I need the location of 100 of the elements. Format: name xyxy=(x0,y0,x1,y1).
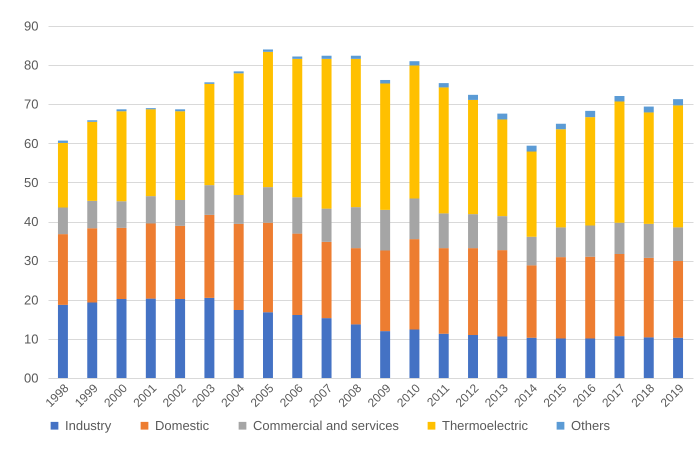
bar xyxy=(526,152,537,237)
bar xyxy=(468,100,478,214)
bar xyxy=(409,330,420,378)
bar xyxy=(556,129,566,228)
bar xyxy=(175,298,186,378)
bar xyxy=(526,236,537,266)
bar xyxy=(87,122,98,201)
bar xyxy=(409,198,420,240)
bar xyxy=(438,83,449,88)
bar xyxy=(146,298,156,378)
bar xyxy=(234,194,244,224)
bar xyxy=(614,254,624,336)
bar xyxy=(350,324,361,378)
bar xyxy=(58,304,68,378)
y-tick-label: 20 xyxy=(24,292,38,308)
legend-label: Domestic xyxy=(155,418,210,433)
bar xyxy=(614,222,624,254)
bar xyxy=(585,338,596,378)
bar xyxy=(497,250,508,337)
bar xyxy=(380,250,390,332)
bar xyxy=(556,257,566,338)
bar xyxy=(497,114,508,120)
bar xyxy=(497,216,508,250)
bar xyxy=(58,234,68,305)
bar xyxy=(644,337,654,378)
bar xyxy=(438,248,449,334)
bar xyxy=(234,73,244,195)
bar xyxy=(146,224,156,299)
bar xyxy=(409,61,420,66)
bar xyxy=(644,258,654,338)
bar xyxy=(585,256,596,338)
bar xyxy=(526,146,537,152)
bar xyxy=(468,248,478,335)
bar xyxy=(116,298,126,378)
bar xyxy=(322,318,332,378)
bar xyxy=(438,87,449,214)
bar xyxy=(234,224,244,310)
bar xyxy=(204,185,214,215)
y-tick-label: 80 xyxy=(24,58,38,73)
bar xyxy=(380,210,390,250)
bar xyxy=(438,334,449,378)
bar xyxy=(673,99,684,106)
bar xyxy=(350,248,361,324)
bar xyxy=(175,111,186,200)
legend-label: Others xyxy=(571,418,611,433)
bar xyxy=(673,338,684,378)
y-tick-label: 70 xyxy=(24,96,38,112)
bar xyxy=(468,334,478,378)
bar xyxy=(673,227,684,262)
bar xyxy=(438,213,449,248)
bar xyxy=(468,214,478,248)
bar xyxy=(322,242,332,318)
bar xyxy=(292,58,302,198)
bar xyxy=(322,58,332,209)
legend-label: Industry xyxy=(65,418,112,433)
bar xyxy=(614,101,624,223)
bar xyxy=(350,207,361,248)
bar xyxy=(204,298,214,378)
bar xyxy=(409,66,420,198)
bar xyxy=(263,52,273,188)
bar xyxy=(146,196,156,224)
bar xyxy=(380,80,390,84)
bar xyxy=(468,94,478,100)
bar xyxy=(263,187,273,223)
bar xyxy=(175,226,186,299)
bar xyxy=(585,110,596,118)
bar xyxy=(380,83,390,210)
bar xyxy=(292,197,302,234)
bar xyxy=(497,119,508,216)
bar xyxy=(146,109,156,196)
bar xyxy=(644,112,654,224)
bar xyxy=(58,142,68,208)
bar xyxy=(263,222,273,312)
bar xyxy=(614,336,624,378)
y-tick-label: 60 xyxy=(24,136,38,151)
y-tick-label: 90 xyxy=(24,18,38,34)
bar xyxy=(263,312,273,378)
bar xyxy=(497,336,508,378)
bar xyxy=(116,201,126,228)
bar xyxy=(585,225,596,257)
bar xyxy=(673,261,684,338)
bar xyxy=(204,214,214,298)
legend-label: Commercial and services xyxy=(253,418,400,433)
y-tick-label: 40 xyxy=(24,214,38,230)
bar xyxy=(175,200,186,226)
bar xyxy=(614,96,624,102)
bar xyxy=(322,56,332,59)
bar xyxy=(263,49,273,52)
bar xyxy=(116,111,126,202)
bar xyxy=(204,84,214,186)
y-tick-label: 30 xyxy=(24,253,38,268)
bar xyxy=(350,56,361,59)
bar xyxy=(292,315,302,378)
bar xyxy=(673,105,684,228)
bar xyxy=(292,234,302,316)
bar xyxy=(380,331,390,378)
y-tick-label: 00 xyxy=(24,370,38,386)
bar xyxy=(87,302,98,378)
bar xyxy=(350,58,361,208)
bar xyxy=(556,124,566,130)
